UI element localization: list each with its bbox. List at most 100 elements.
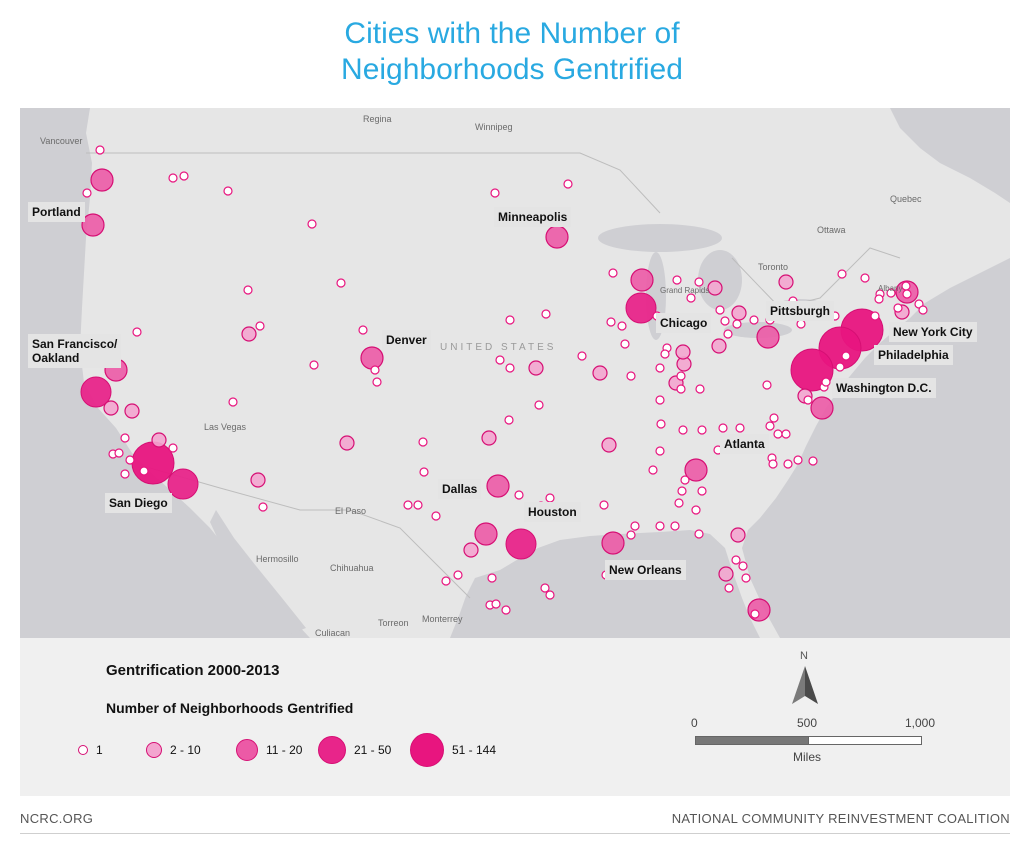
city-dot[interactable] <box>715 305 725 315</box>
city-dot[interactable] <box>677 486 687 496</box>
city-bubble[interactable] <box>167 468 199 500</box>
city-dot[interactable] <box>258 502 268 512</box>
city-dot[interactable] <box>563 179 573 189</box>
city-dot[interactable] <box>243 285 253 295</box>
city-bubble[interactable] <box>545 225 569 249</box>
city-bubble[interactable] <box>630 268 654 292</box>
city-bubble[interactable] <box>463 542 479 558</box>
city-dot[interactable] <box>336 278 346 288</box>
city-bubble[interactable] <box>250 472 266 488</box>
city-bubble[interactable] <box>601 531 625 555</box>
city-dot[interactable] <box>82 188 92 198</box>
city-dot[interactable] <box>796 319 806 329</box>
city-dot[interactable] <box>720 316 730 326</box>
city-dot[interactable] <box>723 329 733 339</box>
city-dot[interactable] <box>168 173 178 183</box>
city-dot[interactable] <box>370 365 380 375</box>
city-dot[interactable] <box>655 363 665 373</box>
city-bubble[interactable] <box>481 430 497 446</box>
city-dot[interactable] <box>648 465 658 475</box>
city-bubble[interactable] <box>103 400 119 416</box>
city-dot[interactable] <box>874 294 884 304</box>
city-dot[interactable] <box>655 446 665 456</box>
city-bubble[interactable] <box>505 528 537 560</box>
city-dot[interactable] <box>514 490 524 500</box>
city-dot[interactable] <box>860 273 870 283</box>
city-dot[interactable] <box>793 455 803 465</box>
city-dot[interactable] <box>120 469 130 479</box>
city-dot[interactable] <box>750 609 760 619</box>
city-dot[interactable] <box>505 363 515 373</box>
city-dot[interactable] <box>886 288 896 298</box>
city-dot[interactable] <box>307 219 317 229</box>
city-bubble[interactable] <box>711 338 727 354</box>
city-bubble[interactable] <box>90 168 114 192</box>
city-dot[interactable] <box>545 493 555 503</box>
city-dot[interactable] <box>697 425 707 435</box>
city-dot[interactable] <box>630 521 640 531</box>
city-dot[interactable] <box>735 423 745 433</box>
city-bubble[interactable] <box>731 305 747 321</box>
city-bubble[interactable] <box>474 522 498 546</box>
city-dot[interactable] <box>870 311 880 321</box>
map[interactable]: Regina Winnipeg Vancouver Ottawa Quebec Toron… <box>20 108 1010 638</box>
city-dot[interactable] <box>490 188 500 198</box>
city-dot[interactable] <box>718 423 728 433</box>
city-dot[interactable] <box>670 521 680 531</box>
city-dot[interactable] <box>125 455 135 465</box>
city-dot[interactable] <box>403 500 413 510</box>
city-dot[interactable] <box>835 362 845 372</box>
city-dot[interactable] <box>808 456 818 466</box>
city-dot[interactable] <box>765 421 775 431</box>
city-dot[interactable] <box>418 437 428 447</box>
city-dot[interactable] <box>655 395 665 405</box>
city-bubble[interactable] <box>625 292 657 324</box>
city-bubble[interactable] <box>730 527 746 543</box>
city-dot[interactable] <box>228 397 238 407</box>
city-dot[interactable] <box>114 448 124 458</box>
city-dot[interactable] <box>599 500 609 510</box>
city-dot[interactable] <box>223 186 233 196</box>
city-dot[interactable] <box>803 395 813 405</box>
city-dot[interactable] <box>431 511 441 521</box>
city-bubble[interactable] <box>592 365 608 381</box>
city-bubble[interactable] <box>131 441 175 485</box>
city-bubble[interactable] <box>684 458 708 482</box>
city-dot[interactable] <box>501 605 511 615</box>
city-dot[interactable] <box>505 315 515 325</box>
city-dot[interactable] <box>773 429 783 439</box>
city-dot[interactable] <box>545 590 555 600</box>
city-dot[interactable] <box>491 599 501 609</box>
city-bubble[interactable] <box>756 325 780 349</box>
city-dot[interactable] <box>841 351 851 361</box>
city-dot[interactable] <box>419 467 429 477</box>
city-dot[interactable] <box>534 400 544 410</box>
city-dot[interactable] <box>504 415 514 425</box>
city-dot[interactable] <box>694 277 704 287</box>
city-dot[interactable] <box>358 325 368 335</box>
city-dot[interactable] <box>749 315 759 325</box>
city-dot[interactable] <box>821 377 831 387</box>
city-dot[interactable] <box>608 268 618 278</box>
city-bubble[interactable] <box>81 213 105 237</box>
city-dot[interactable] <box>626 371 636 381</box>
city-dot[interactable] <box>686 293 696 303</box>
city-dot[interactable] <box>309 360 319 370</box>
city-dot[interactable] <box>837 269 847 279</box>
city-dot[interactable] <box>672 275 682 285</box>
city-dot[interactable] <box>738 561 748 571</box>
city-bubble[interactable] <box>360 346 384 370</box>
city-dot[interactable] <box>541 309 551 319</box>
city-dot[interactable] <box>674 498 684 508</box>
city-dot[interactable] <box>606 317 616 327</box>
city-dot[interactable] <box>660 349 670 359</box>
city-dot[interactable] <box>620 339 630 349</box>
city-dot[interactable] <box>95 145 105 155</box>
city-dot[interactable] <box>918 305 928 315</box>
city-dot[interactable] <box>617 321 627 331</box>
city-dot[interactable] <box>680 475 690 485</box>
city-dot[interactable] <box>179 171 189 181</box>
city-dot[interactable] <box>901 281 911 291</box>
city-dot[interactable] <box>577 351 587 361</box>
city-dot[interactable] <box>893 303 903 313</box>
